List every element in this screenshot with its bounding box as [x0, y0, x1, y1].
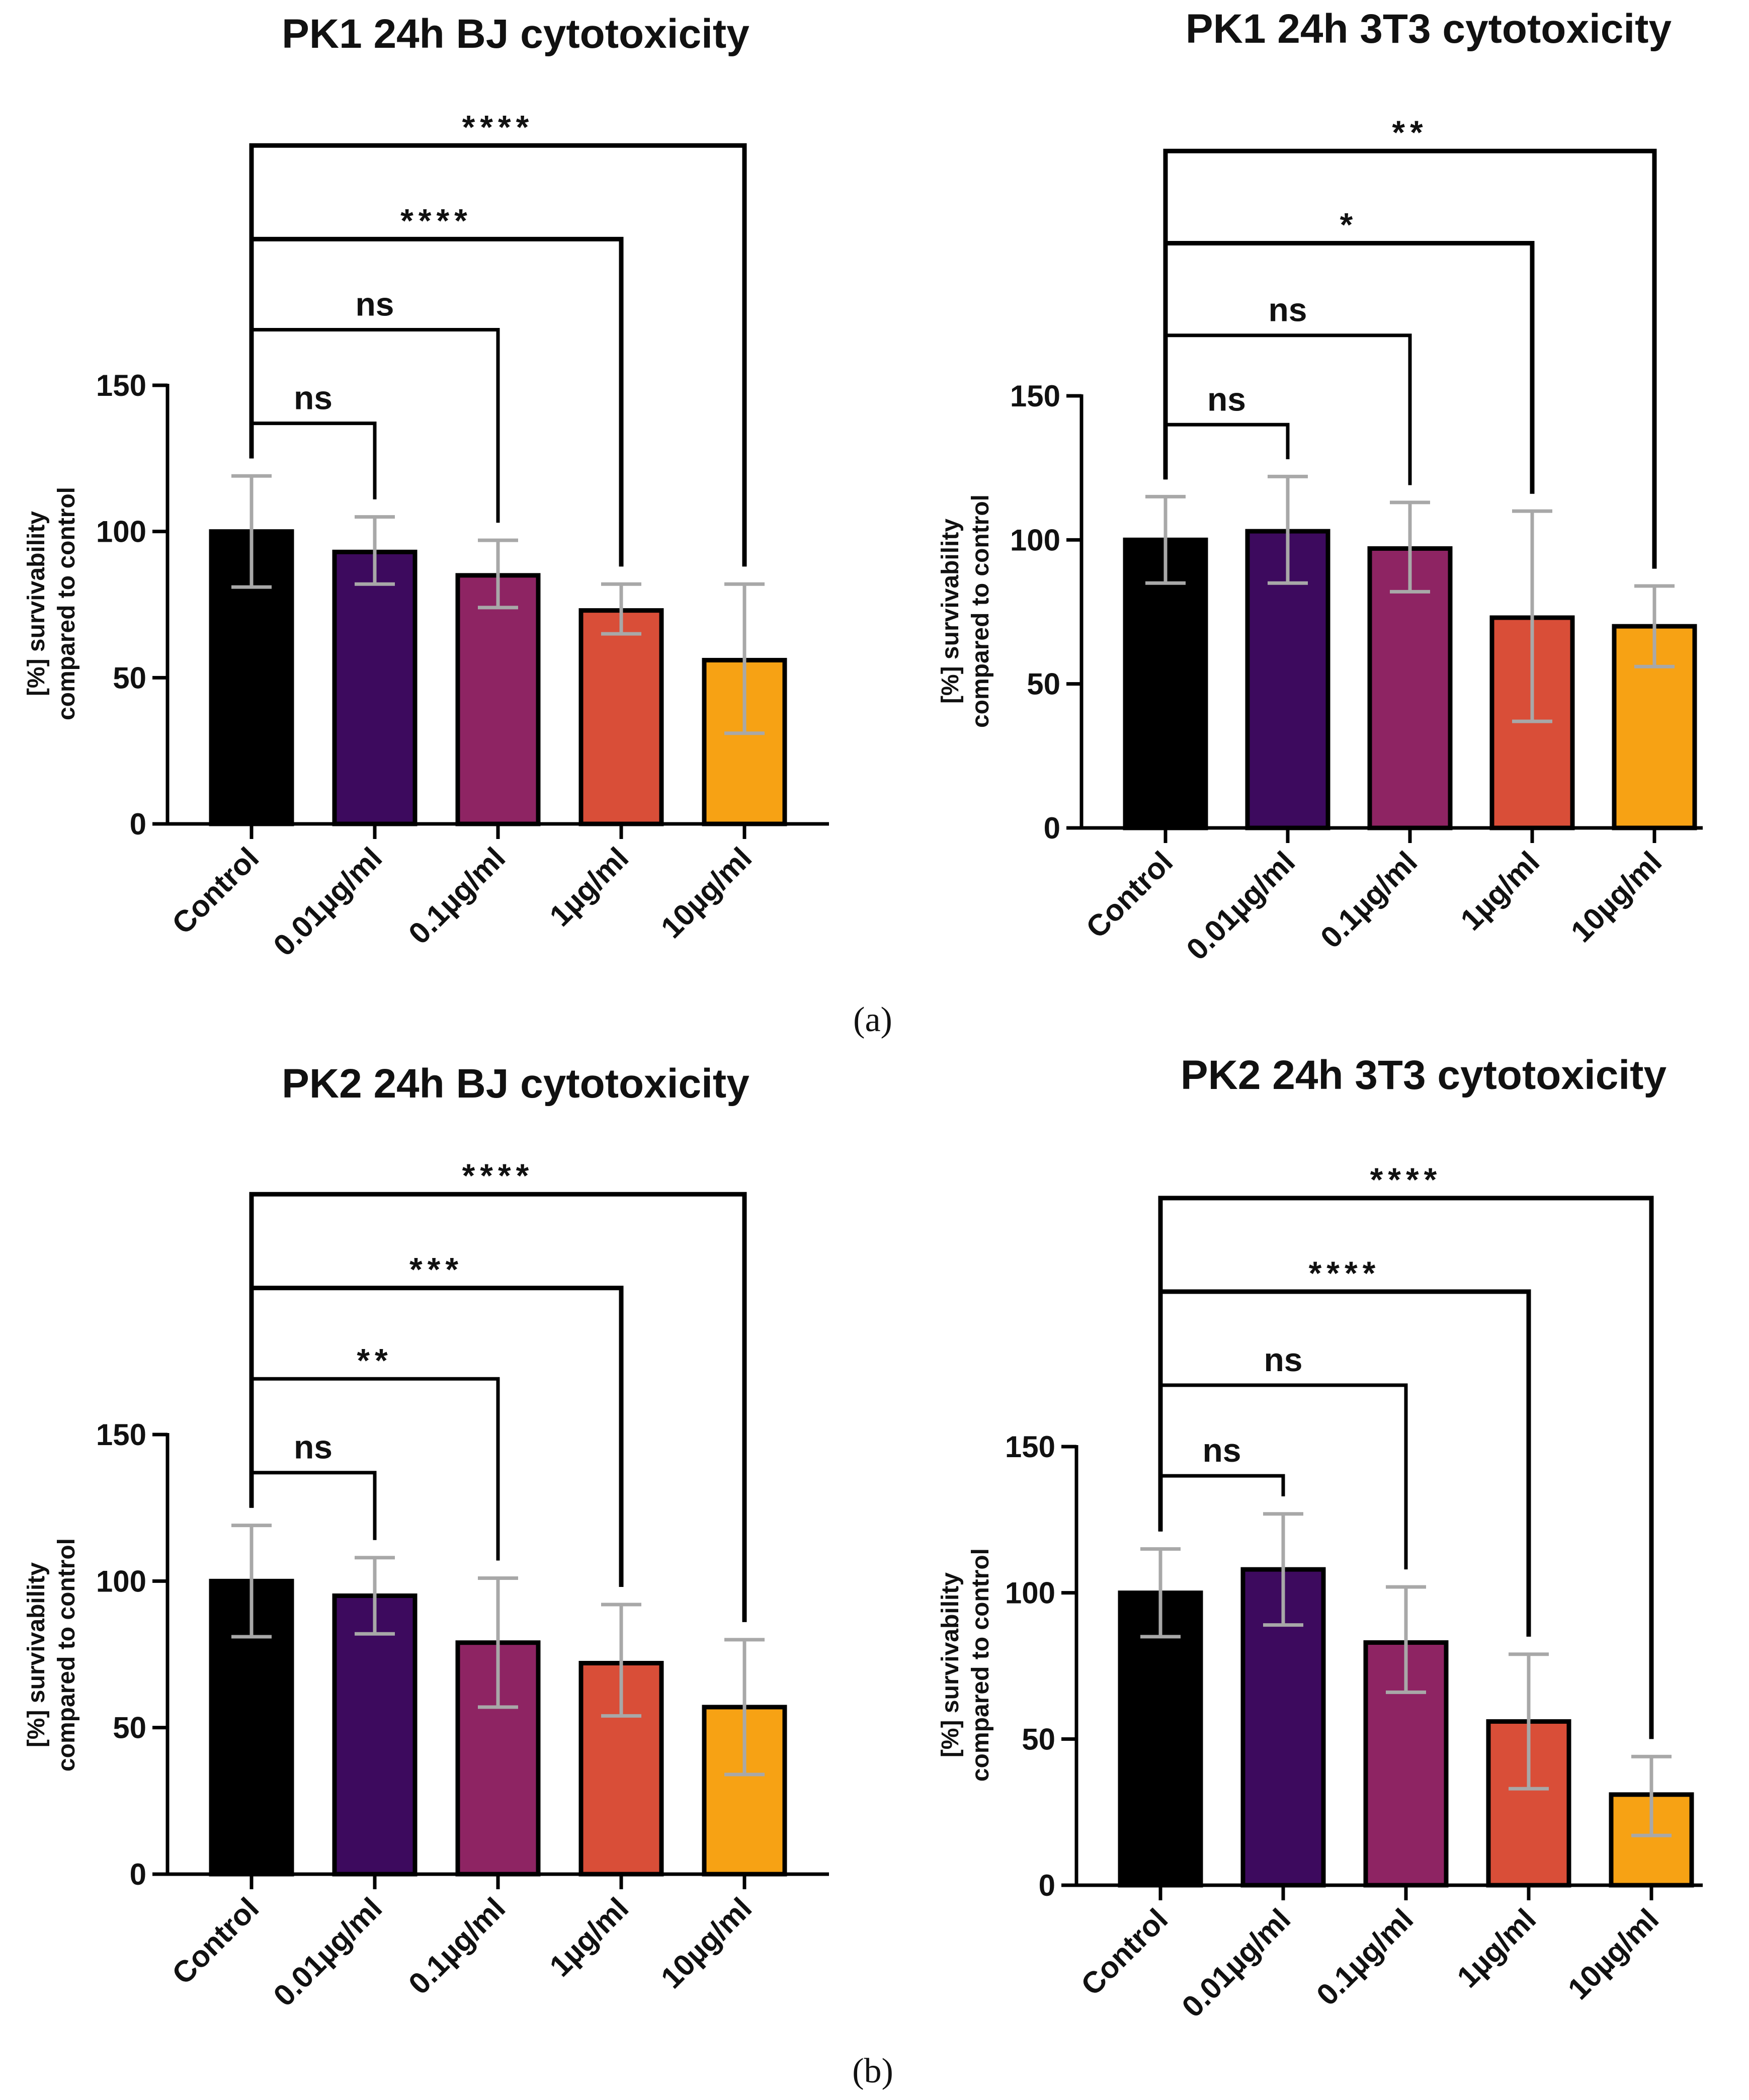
- chart-title: PK1 24h 3T3 cytotoxicity: [1186, 6, 1672, 52]
- x-tick-label: Control: [1079, 845, 1179, 945]
- significance-bracket-4: [1163, 148, 1657, 569]
- chart-panel-2: PK1 24h 3T3 cytotoxicity [%] survivabilit…: [937, 6, 1703, 966]
- significance-label-1: ns: [294, 379, 332, 416]
- y-tick-label: 0: [130, 807, 146, 841]
- y-tick-label: 100: [96, 515, 146, 549]
- significance-label-2: ns: [355, 286, 394, 323]
- y-axis-label-line: [%] survivability: [23, 1562, 50, 1747]
- significance-label-1: ns: [294, 1429, 332, 1466]
- significance-bracket-1: [1163, 423, 1290, 480]
- bar-1: [1123, 537, 1208, 830]
- significance-label-2: ns: [1264, 1341, 1302, 1378]
- y-axis-label: [%] survivability compared to control: [23, 1538, 80, 1772]
- y-axis-label-line: compared to control: [53, 1538, 80, 1772]
- y-tick-label: 50: [113, 661, 146, 695]
- x-tick-label: 10µg/ml: [654, 841, 758, 945]
- significance-label-4: ****: [1370, 1161, 1442, 1198]
- x-tick-label: Control: [165, 1891, 265, 1991]
- y-axis-label-line: compared to control: [967, 494, 994, 728]
- y-tick-label: 0: [1044, 811, 1060, 845]
- y-tick-label: 50: [113, 1711, 146, 1745]
- x-tick-label: 0.01µg/ml: [1180, 845, 1302, 967]
- chart-title: PK2 24h 3T3 cytotoxicity: [1181, 1052, 1667, 1098]
- chart-title: PK2 24h BJ cytotoxicity: [282, 1061, 749, 1107]
- x-tick-label: 1µg/ml: [1451, 1902, 1543, 1994]
- y-axis-label: [%] survivability compared to control: [937, 494, 994, 728]
- significance-bracket-4: [249, 1192, 747, 1622]
- bar-4: [578, 608, 664, 826]
- y-tick-label: 150: [1010, 379, 1060, 413]
- x-tick-label: 0.1µg/ml: [1314, 845, 1424, 955]
- y-tick-label: 100: [1005, 1576, 1055, 1610]
- y-axis-label-line: [%] survivability: [23, 511, 50, 696]
- significance-label-4: ****: [462, 1157, 534, 1194]
- x-tick-label: 10µg/ml: [1564, 845, 1668, 949]
- y-tick-label: 50: [1027, 667, 1060, 701]
- x-tick-label: 1µg/ml: [543, 841, 635, 933]
- y-tick-label: 50: [1022, 1722, 1055, 1756]
- y-tick-label: 150: [96, 369, 146, 402]
- chart-panel-1: PK1 24h BJ cytotoxicity [%] survivability…: [23, 11, 829, 962]
- bar-3: [455, 573, 541, 826]
- bar-1: [1118, 1590, 1203, 1888]
- x-tick-label: 1µg/ml: [543, 1891, 635, 1983]
- significance-bracket-4: [1158, 1196, 1654, 1739]
- x-tick-label: 1µg/ml: [1454, 845, 1546, 937]
- y-tick-label: 150: [96, 1418, 146, 1452]
- y-tick-label: 100: [96, 1564, 146, 1598]
- chart-panel-4: PK2 24h 3T3 cytotoxicity [%] survivabilit…: [937, 1052, 1703, 2024]
- chart-panel-3: PK2 24h BJ cytotoxicity [%] survivability…: [23, 1061, 829, 2012]
- bar-2: [332, 549, 418, 826]
- significance-bracket-1: [1158, 1474, 1285, 1532]
- y-axis-label-line: [%] survivability: [937, 1572, 964, 1757]
- significance-bracket-4: [249, 143, 747, 567]
- significance-label-3: *: [1340, 206, 1358, 243]
- significance-label-2: ns: [1268, 291, 1307, 328]
- y-axis-label-line: compared to control: [967, 1548, 994, 1782]
- y-tick-label: 150: [1005, 1430, 1055, 1464]
- y-tick-label: 0: [130, 1858, 146, 1891]
- chart-title: PK1 24h BJ cytotoxicity: [282, 11, 749, 57]
- bar-2: [332, 1593, 418, 1877]
- significance-label-1: ns: [1207, 380, 1246, 417]
- y-tick-label: 100: [1010, 523, 1060, 557]
- y-axis-label-line: [%] survivability: [937, 519, 964, 704]
- x-tick-label: 0.01µg/ml: [1176, 1902, 1297, 2024]
- x-tick-label: Control: [1074, 1902, 1174, 2002]
- significance-label-3: ****: [400, 202, 472, 239]
- y-axis-label: [%] survivability compared to control: [23, 487, 80, 720]
- y-axis-label-line: compared to control: [53, 487, 80, 720]
- panel-label-b: (b): [852, 2052, 893, 2090]
- y-tick-label: 0: [1039, 1869, 1055, 1902]
- x-tick-label: 0.01µg/ml: [267, 841, 389, 963]
- x-tick-label: 0.1µg/ml: [402, 841, 512, 951]
- significance-label-3: ****: [1309, 1254, 1381, 1292]
- x-tick-label: 0.1µg/ml: [1310, 1902, 1420, 2012]
- significance-bracket-1: [249, 1471, 377, 1540]
- x-tick-label: 0.1µg/ml: [402, 1891, 512, 2001]
- x-tick-label: 10µg/ml: [654, 1891, 758, 1995]
- significance-bracket-3: [1163, 240, 1535, 494]
- significance-label-4: **: [1392, 114, 1428, 151]
- x-tick-label: 10µg/ml: [1561, 1902, 1665, 2006]
- significance-label-1: ns: [1202, 1432, 1241, 1469]
- significance-label-4: ****: [462, 108, 534, 145]
- significance-label-2: **: [357, 1341, 392, 1379]
- y-axis-label: [%] survivability compared to control: [937, 1548, 994, 1782]
- x-tick-label: 0.01µg/ml: [267, 1891, 389, 2013]
- significance-label-3: ***: [409, 1251, 463, 1288]
- panel-label-a: (a): [853, 1000, 892, 1039]
- significance-bracket-1: [249, 422, 377, 499]
- x-tick-label: Control: [165, 841, 265, 941]
- significance-bracket-2: [1163, 333, 1412, 485]
